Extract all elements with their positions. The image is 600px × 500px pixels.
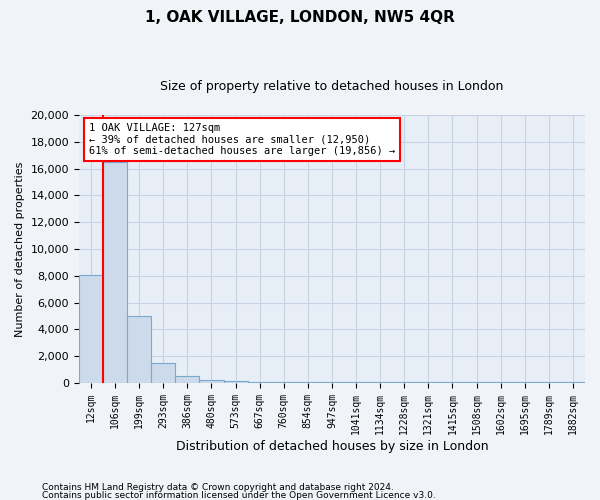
Bar — [392, 382, 416, 383]
Bar — [175, 376, 199, 383]
Y-axis label: Number of detached properties: Number of detached properties — [15, 162, 25, 336]
Bar — [224, 381, 248, 383]
Bar — [440, 382, 464, 383]
Bar — [464, 382, 488, 383]
Bar — [344, 382, 368, 383]
Text: Contains HM Land Registry data © Crown copyright and database right 2024.: Contains HM Land Registry data © Crown c… — [42, 484, 394, 492]
Text: 1 OAK VILLAGE: 127sqm
← 39% of detached houses are smaller (12,950)
61% of semi-: 1 OAK VILLAGE: 127sqm ← 39% of detached … — [89, 123, 395, 156]
Bar — [296, 382, 320, 383]
Bar — [151, 363, 175, 383]
Bar — [368, 382, 392, 383]
Bar — [537, 382, 561, 383]
Text: Contains public sector information licensed under the Open Government Licence v3: Contains public sector information licen… — [42, 490, 436, 500]
X-axis label: Distribution of detached houses by size in London: Distribution of detached houses by size … — [176, 440, 488, 452]
Bar — [513, 382, 537, 383]
Bar — [127, 316, 151, 383]
Title: Size of property relative to detached houses in London: Size of property relative to detached ho… — [160, 80, 503, 93]
Bar — [272, 382, 296, 383]
Bar — [416, 382, 440, 383]
Bar — [79, 275, 103, 383]
Bar — [320, 382, 344, 383]
Bar — [103, 162, 127, 383]
Bar — [488, 382, 513, 383]
Bar — [561, 382, 585, 383]
Bar — [199, 380, 224, 383]
Bar — [248, 382, 272, 383]
Text: 1, OAK VILLAGE, LONDON, NW5 4QR: 1, OAK VILLAGE, LONDON, NW5 4QR — [145, 10, 455, 25]
